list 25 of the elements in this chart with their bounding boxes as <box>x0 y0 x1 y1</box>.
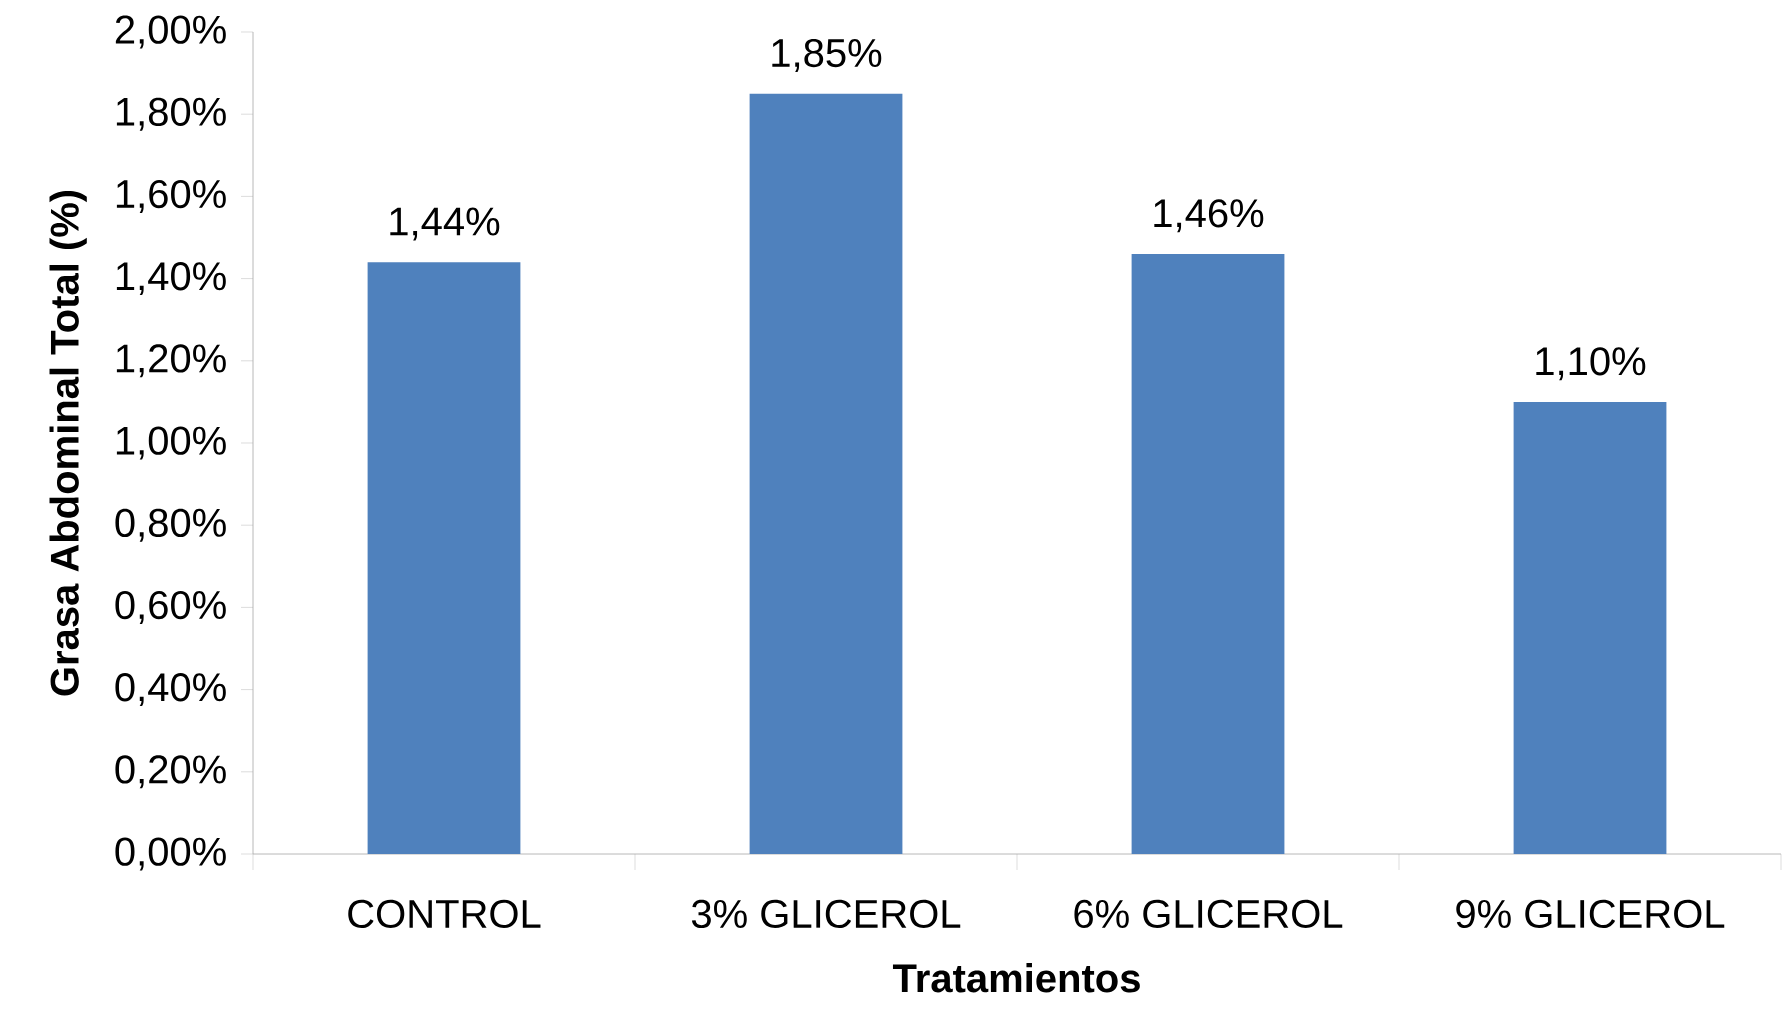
y-tick-label: 1,80% <box>116 97 226 131</box>
data-label: 1,10% <box>1536 347 1646 381</box>
x-axis-title: Tratamientos <box>892 963 1140 993</box>
y-tick-label: 1,00% <box>116 426 226 460</box>
x-tick-label: 3% GLICEROL <box>691 899 961 929</box>
x-tick-label: 6% GLICEROL <box>1074 899 1343 929</box>
x-tick-label: 9% GLICEROL <box>1456 899 1725 929</box>
y-axis-title: Grasa Abdominal Total (%) <box>49 190 87 696</box>
y-tick-label: 0,80% <box>115 508 226 542</box>
y-tick-label: 0,00% <box>115 837 226 871</box>
y-tick-label: 0,20% <box>115 755 226 789</box>
bar <box>749 93 903 854</box>
data-label: 1,85% <box>772 38 882 72</box>
y-tick-label: 0,60% <box>115 590 226 624</box>
bar <box>1131 253 1285 854</box>
y-tick-label: 1,40% <box>116 262 226 296</box>
x-tick-label: CONTROL <box>348 899 541 929</box>
y-tick-label: 1,60% <box>116 179 226 213</box>
data-label: 1,44% <box>390 207 500 241</box>
y-tick-label: 1,20% <box>116 344 226 378</box>
y-tick-label: 2,00% <box>115 15 226 49</box>
data-label: 1,46% <box>1154 199 1264 233</box>
bar <box>1513 401 1667 854</box>
y-tick-label: 0,40% <box>115 673 226 707</box>
bar <box>367 262 521 854</box>
